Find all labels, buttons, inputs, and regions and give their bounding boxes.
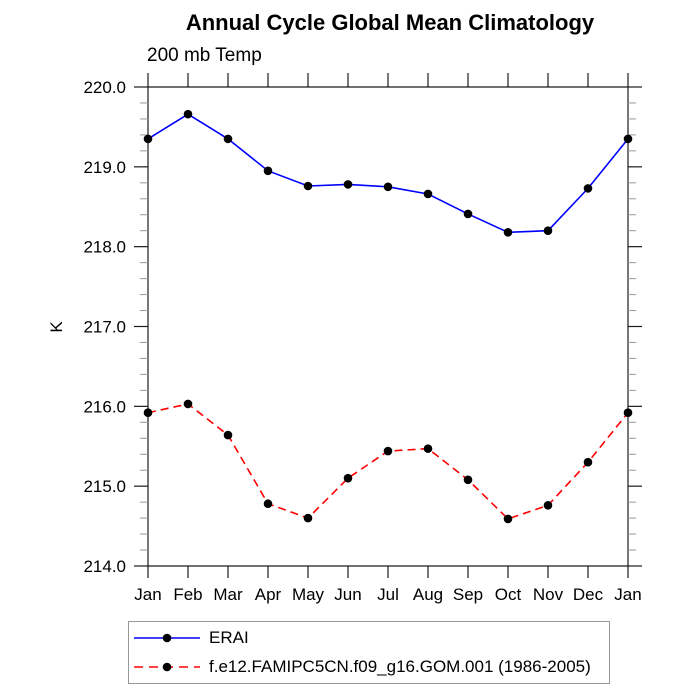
series-line-erai [147,113,629,234]
legend-label-erai: ERAI [209,628,249,648]
data-point-marker [543,226,553,235]
x-tick-label: May [292,585,325,604]
data-point-marker [303,181,313,191]
data-point-marker [383,182,393,192]
data-point-marker [143,134,153,144]
y-tick-label: 220.0 [83,78,126,97]
x-tick-label: Jan [614,585,641,604]
x-tick-label: Dec [573,585,604,604]
chart-subtitle: 200 mb Temp [147,45,262,66]
data-point-marker [343,473,353,483]
legend-item-model: f.e12.FAMIPC5CN.f09_g16.GOM.001 (1986-20… [132,655,609,679]
y-tick-label: 214.0 [83,557,126,576]
legend-box: ERAI f.e12.FAMIPC5CN.f09_g16.GOM.001 (19… [128,621,610,684]
data-point-marker [623,408,633,418]
series-line-model [147,403,629,520]
data-point-marker [623,134,633,144]
data-point-marker [583,457,593,467]
x-tick-label: Jun [334,585,361,604]
legend-solid-line-icon [134,634,200,643]
legend-label-model: f.e12.FAMIPC5CN.f09_g16.GOM.001 (1986-20… [209,656,591,676]
data-point-marker [183,109,193,119]
data-point-marker [383,446,393,456]
data-point-marker [263,166,273,176]
x-tick-label: Apr [255,585,282,604]
x-tick-label: Mar [213,585,243,604]
data-point-marker [503,514,513,524]
data-point-marker [583,184,593,193]
data-point-marker [343,180,353,189]
data-point-marker [183,399,193,409]
y-tick-label: 219.0 [83,158,126,177]
data-point-marker [263,499,273,509]
x-tick-label: Sep [453,585,483,604]
data-point-marker [463,209,473,219]
data-point-marker [503,227,513,237]
x-tick-label: Feb [173,585,202,604]
legend-sample-marker [162,634,172,643]
data-point-marker [423,189,433,199]
legend-sample-marker [162,662,172,671]
y-tick-label: 217.0 [83,318,126,337]
x-tick-label: Jan [134,585,161,604]
data-point-marker [143,408,153,418]
data-point-marker [423,444,433,453]
data-point-marker [303,513,313,523]
plot-area: Jan Feb Mar Apr May Jun Jul Aug Sep Oct Nov Dec Jan 2… [83,73,642,604]
y-tick-label: 216.0 [83,397,126,416]
x-tick-label: Nov [533,585,564,604]
legend-dashed-line-icon [134,662,200,671]
x-tick-label: Aug [413,585,443,604]
x-tick-label: Jul [377,585,399,604]
chart-title: Annual Cycle Global Mean Climatology [185,10,595,35]
y-tick-label: 215.0 [83,477,126,496]
legend-item-erai: ERAI [132,626,609,650]
y-tick-label: 218.0 [83,238,126,257]
data-point-marker [463,475,473,485]
data-point-marker [223,134,233,144]
x-tick-label: Oct [495,585,522,604]
data-point-marker [223,430,233,440]
data-point-marker [543,501,553,510]
